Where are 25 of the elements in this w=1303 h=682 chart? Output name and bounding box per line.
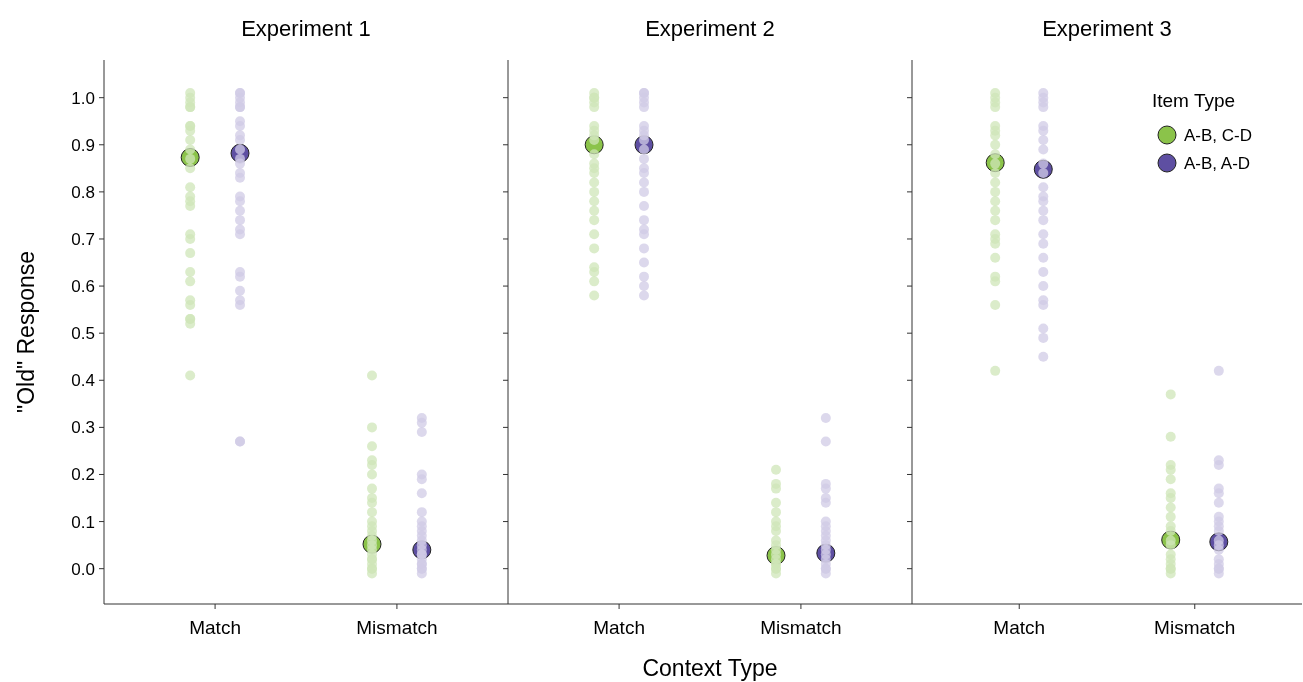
x-tick-label: Match [593, 617, 645, 638]
chart-title: Experiment 1 [241, 16, 371, 41]
legend-title: Item Type [1152, 90, 1236, 111]
x-axis-title: Context Type [642, 655, 778, 681]
x-tick-label: Mismatch [760, 617, 842, 638]
legend-label: A-B, C-D [1184, 125, 1252, 145]
x-tick-label: Mismatch [356, 617, 438, 638]
x-tick-label: Match [993, 617, 1046, 638]
y-tick-label: 0.6 [71, 277, 95, 297]
y-tick-label: 0.2 [71, 465, 95, 485]
y-tick-label: 1.0 [71, 88, 95, 108]
y-tick-label: 0.4 [71, 371, 95, 391]
x-tick-label: Mismatch [1154, 617, 1236, 638]
y-tick-label: 0.9 [71, 135, 95, 155]
chart-title: Experiment 3 [1042, 16, 1172, 41]
legend-label: A-B, A-D [1184, 153, 1251, 173]
y-tick-label: 0.8 [71, 182, 95, 202]
y-tick-label: 0.7 [71, 229, 95, 249]
y-tick-label: 0.5 [71, 324, 95, 344]
x-tick-label: Match [189, 617, 241, 638]
y-tick-label: 0.3 [71, 418, 95, 438]
y-tick-label: 0.1 [71, 512, 95, 532]
y-tick-label: 0.0 [71, 559, 95, 579]
y-axis-title: "Old" Response [13, 250, 39, 414]
chart-title: Experiment 2 [645, 16, 775, 41]
